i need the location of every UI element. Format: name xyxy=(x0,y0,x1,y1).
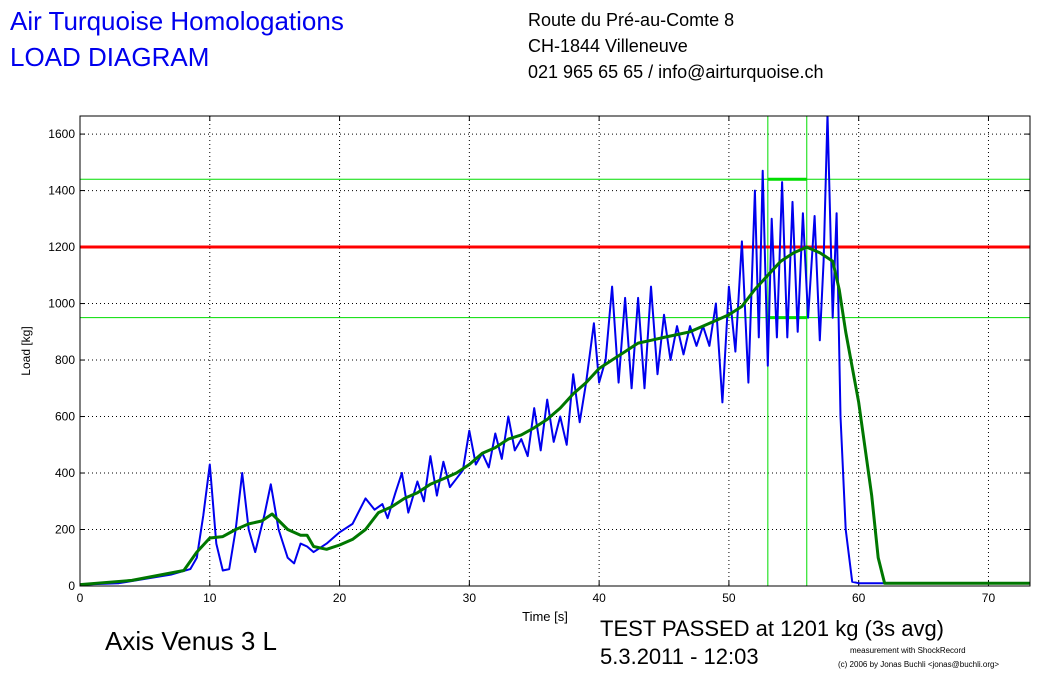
result: TEST PASSED at 1201 kg (3s avg) xyxy=(600,616,944,641)
y-tick-label: 1400 xyxy=(48,184,75,198)
y-tick-label: 400 xyxy=(55,466,75,480)
address: Route du Pré-au-Comte 8 xyxy=(528,10,734,30)
address: CH-1844 Villeneuve xyxy=(528,36,688,56)
title: Air Turquoise Homologations xyxy=(10,6,344,36)
data-line xyxy=(80,116,1030,586)
x-tick-label: 10 xyxy=(203,591,217,605)
plot-area: 0 10 20 30 40 50 60 70 0 200 400 600 800 1000 1200 1400… xyxy=(48,115,1031,605)
y-tick-label: 200 xyxy=(55,523,75,537)
date: 5.3.2011 - 12:03 xyxy=(600,644,759,669)
y-tick-label: 1000 xyxy=(48,297,75,311)
x-tick-label: 30 xyxy=(463,591,477,605)
plot-frame xyxy=(79,115,1031,587)
y-tick-label: 800 xyxy=(55,353,75,367)
y-tick-label: 600 xyxy=(55,410,75,424)
y-tick-label: 1600 xyxy=(48,127,75,141)
y-axis-label: Load [kg] xyxy=(19,326,33,375)
y-tick-label: 0 xyxy=(68,579,75,593)
specimen: Axis Venus 3 L xyxy=(105,626,277,656)
y-tick-label: 1200 xyxy=(48,240,75,254)
x-tick-label: 40 xyxy=(592,591,606,605)
address: 021 965 65 65 / info@airturquoise.ch xyxy=(528,62,823,82)
x-tick-label: 50 xyxy=(722,591,736,605)
credit: measurement with ShockRecord xyxy=(850,646,966,655)
subtitle: LOAD DIAGRAM xyxy=(10,42,209,72)
x-tick-label: 60 xyxy=(852,591,866,605)
x-tick-label: 0 xyxy=(77,591,84,605)
x-tick-label: 70 xyxy=(982,591,996,605)
credit: (c) 2006 by Jonas Buchli <jonas@buchli.o… xyxy=(838,660,999,669)
data-line xyxy=(80,245,1030,586)
x-tick-label: 20 xyxy=(333,591,347,605)
x-axis-label: Time [s] xyxy=(522,609,568,624)
